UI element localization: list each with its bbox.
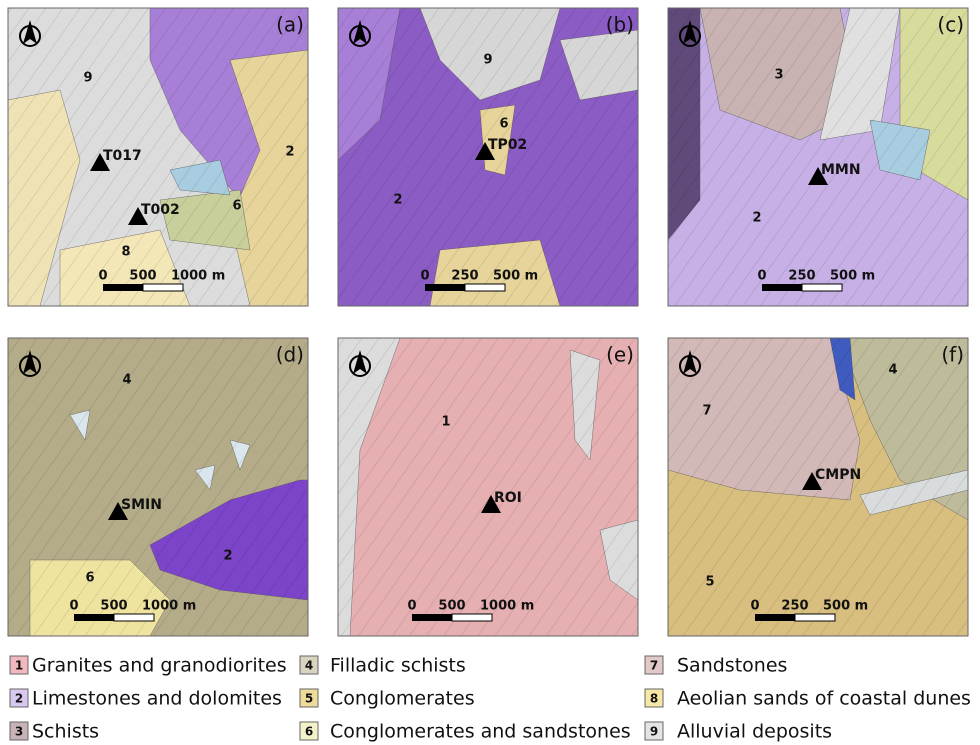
legend-number: 2 bbox=[15, 692, 23, 706]
figure: (a)9268T017T00205001000 m(b)962TP0202505… bbox=[0, 0, 980, 745]
station-label: SMIN bbox=[121, 497, 162, 513]
legend-text: Granites and granodiorites bbox=[32, 655, 287, 677]
unit-label: 2 bbox=[223, 549, 232, 564]
unit-label: 7 bbox=[702, 404, 711, 419]
map-panel: (e) 1 ROI 0 500 1000 m bbox=[338, 338, 638, 636]
scale-label: 1000 m bbox=[171, 269, 225, 284]
unit-label: 5 bbox=[705, 575, 714, 590]
unit-label: 6 bbox=[232, 199, 241, 214]
unit-label: 9 bbox=[83, 71, 92, 86]
legend-number: 7 bbox=[650, 659, 658, 673]
unit-label: 3 bbox=[774, 68, 783, 83]
legend-number: 1 bbox=[15, 659, 23, 673]
panel-label: (d) bbox=[276, 343, 304, 367]
scale-bar-light bbox=[465, 284, 505, 291]
scale-bar-light bbox=[452, 614, 492, 621]
unit-label: 2 bbox=[393, 193, 402, 208]
station-label: TP02 bbox=[488, 137, 527, 153]
contour-lines bbox=[8, 338, 308, 636]
map-panel: (d) 4 2 6 SMIN 0 500 1000 m bbox=[8, 338, 308, 636]
scale-bar-dark bbox=[103, 284, 143, 291]
scale-bar-dark bbox=[762, 284, 802, 291]
station-label: CMPN bbox=[815, 467, 861, 483]
legend-text: Aeolian sands of coastal dunes bbox=[677, 688, 971, 710]
scale-label: 250 bbox=[781, 599, 808, 614]
legend-number: 4 bbox=[305, 659, 313, 673]
scale-label: 0 bbox=[98, 269, 107, 284]
unit-label: 8 bbox=[121, 245, 130, 260]
legend-number: 8 bbox=[650, 692, 658, 706]
scale-label: 0 bbox=[750, 599, 759, 614]
map-panel: (a) 9 2 6 8 T017 T002 0 500 1000 m bbox=[8, 8, 308, 306]
panel-label: (e) bbox=[606, 343, 634, 367]
contour-lines bbox=[8, 8, 308, 306]
panel-label: (c) bbox=[937, 13, 964, 37]
unit-label: 1 bbox=[441, 415, 450, 430]
legend-number: 5 bbox=[305, 692, 313, 706]
scale-bar-light bbox=[143, 284, 183, 291]
scale-bar-light bbox=[114, 614, 154, 621]
unit-label: 6 bbox=[499, 117, 508, 132]
scale-label: 500 m bbox=[493, 269, 538, 284]
panel-label: (b) bbox=[606, 13, 634, 37]
unit-label: 4 bbox=[888, 363, 897, 378]
map-panel: (f) 7 4 5 CMPN 0 250 500 m bbox=[668, 338, 968, 636]
scale-label: 500 m bbox=[823, 599, 868, 614]
scale-label: 500 bbox=[129, 269, 156, 284]
scale-label: 1000 m bbox=[480, 599, 534, 614]
unit-label: 4 bbox=[122, 373, 131, 388]
unit-label: 6 bbox=[85, 571, 94, 586]
scale-label: 0 bbox=[420, 269, 429, 284]
scale-label: 500 m bbox=[830, 269, 875, 284]
scale-label: 500 bbox=[438, 599, 465, 614]
unit-label: 9 bbox=[483, 53, 492, 68]
scale-bar-dark bbox=[425, 284, 465, 291]
scale-bar-light bbox=[802, 284, 842, 291]
legend-text: Filladic schists bbox=[330, 655, 466, 677]
station-label: T002 bbox=[141, 202, 180, 218]
legend-text: Conglomerates bbox=[330, 688, 475, 710]
scale-label: 0 bbox=[407, 599, 416, 614]
unit-label: 2 bbox=[752, 211, 761, 226]
panel-label: (f) bbox=[941, 343, 964, 367]
legend-text: Alluvial deposits bbox=[677, 721, 832, 743]
scale-label: 500 bbox=[100, 599, 127, 614]
station-label: T017 bbox=[103, 148, 142, 164]
scale-bar-light bbox=[795, 614, 835, 621]
unit-label: 2 bbox=[285, 145, 294, 160]
map-panel: (b) 9 6 2 TP02 0 250 500 m bbox=[338, 8, 638, 306]
legend-text: Limestones and dolomites bbox=[32, 688, 282, 710]
scale-label: 250 bbox=[451, 269, 478, 284]
scale-bar-dark bbox=[412, 614, 452, 621]
contour-lines bbox=[338, 338, 638, 636]
legend-number: 3 bbox=[15, 725, 23, 739]
legend-number: 9 bbox=[650, 725, 658, 739]
scale-label: 1000 m bbox=[142, 599, 196, 614]
scale-label: 0 bbox=[757, 269, 766, 284]
map-panel: (c) 3 2 MMN 0 250 500 m bbox=[668, 8, 968, 306]
legend-number: 6 bbox=[305, 725, 313, 739]
station-label: ROI bbox=[494, 490, 522, 506]
scale-label: 0 bbox=[69, 599, 78, 614]
contour-lines bbox=[668, 8, 968, 306]
station-label: MMN bbox=[821, 162, 861, 178]
legend-text: Conglomerates and sandstones bbox=[330, 721, 631, 743]
panel-label: (a) bbox=[276, 13, 304, 37]
scale-bar-dark bbox=[74, 614, 114, 621]
legend-text: Sandstones bbox=[677, 655, 787, 677]
scale-label: 250 bbox=[788, 269, 815, 284]
legend-text: Schists bbox=[32, 721, 99, 743]
scale-bar-dark bbox=[755, 614, 795, 621]
